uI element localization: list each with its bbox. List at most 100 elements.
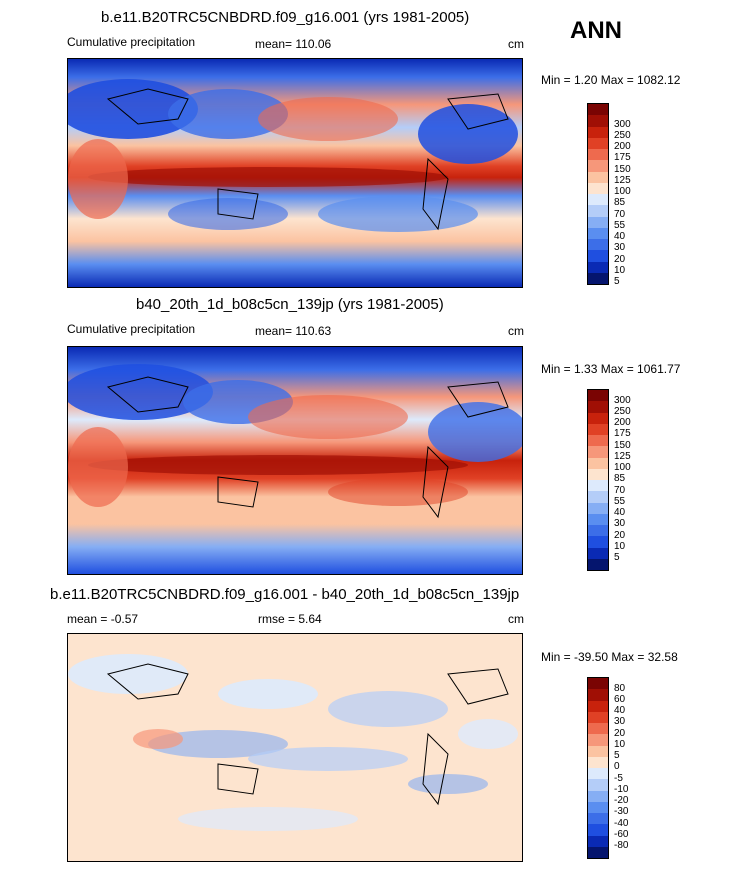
- panel2-colorbar-tick: 30: [614, 518, 626, 529]
- panel1-colorbar-tick: 250: [614, 130, 631, 141]
- panel3-colorbar-tick: -60: [614, 829, 629, 840]
- panel1-colorbar: [587, 103, 609, 285]
- panel2-colorbar-segment: [588, 468, 608, 480]
- panel1-colorbar-tick: 300: [614, 119, 631, 130]
- panel3-colorbar-segment: [588, 700, 608, 712]
- panel3-colorbar-segment: [588, 813, 608, 825]
- panel3-colorbar-tick: 60: [614, 694, 626, 705]
- panel1-colorbar-segment: [588, 171, 608, 183]
- panel1-colorbar-segment: [588, 216, 608, 228]
- panel2-mean-label: mean= 110.63: [255, 324, 332, 338]
- panel2-colorbar-segment: [588, 435, 608, 447]
- panel2-colorbar-segment: [588, 547, 608, 559]
- panel3-colorbar-segment: [588, 734, 608, 746]
- panel1-colorbar-tick: 55: [614, 220, 626, 231]
- panel2-colorbar-segment: [588, 401, 608, 413]
- panel1-colorbar-segment: [588, 194, 608, 206]
- panel3-colorbar-segment: [588, 824, 608, 836]
- panel2-colorbar-segment: [588, 457, 608, 469]
- panel2-colorbar-segment: [588, 513, 608, 525]
- panel1-colorbar-tick: 100: [614, 186, 631, 197]
- panel2-colorbar-segment: [588, 423, 608, 435]
- panel3-colorbar-tick: -10: [614, 784, 629, 795]
- panel3-colorbar-segment: [588, 835, 608, 847]
- panel2-colorbar-segment: [588, 390, 608, 402]
- panel2-colorbar-tick: 150: [614, 440, 631, 451]
- panel3-colorbar-segment: [588, 846, 608, 858]
- panel2-colorbar-segment: [588, 536, 608, 548]
- panel1-colorbar-segment: [588, 160, 608, 172]
- panel1-colorbar-tick: 10: [614, 265, 626, 276]
- panel1-colorbar-segment: [588, 227, 608, 239]
- panel2-colorbar-tick: 70: [614, 485, 626, 496]
- panel1-units-label: cm: [508, 37, 524, 51]
- panel3-colorbar-segment: [588, 711, 608, 723]
- panel2-colorbar-segment: [588, 558, 608, 570]
- panel3-colorbar-tick: -80: [614, 840, 629, 851]
- panel2-colorbar-segment: [588, 525, 608, 537]
- panel3-title: b.e11.B20TRC5CNBDRD.f09_g16.001 - b40_20…: [50, 586, 520, 603]
- panel1-minmax-label: Min = 1.20 Max = 1082.12: [541, 73, 681, 87]
- panel1-colorbar-tick: 20: [614, 254, 626, 265]
- panel2-colorbar-tick: 20: [614, 530, 626, 541]
- panel1-colorbar-segment: [588, 115, 608, 127]
- panel2-colorbar-segment: [588, 446, 608, 458]
- panel1-colorbar-segment: [588, 104, 608, 116]
- panel3-colorbar-segment: [588, 756, 608, 768]
- panel1-colorbar-tick: 70: [614, 209, 626, 220]
- panel2-colorbar-tick: 250: [614, 406, 631, 417]
- panel3-minmax-label: Min = -39.50 Max = 32.58: [541, 650, 678, 664]
- panel2-colorbar-tick: 100: [614, 462, 631, 473]
- panel1-colorbar-segment: [588, 137, 608, 149]
- panel2-colorbar: [587, 389, 609, 571]
- panel1-colorbar-tick: 85: [614, 197, 626, 208]
- panel3-colorbar-segment: [588, 790, 608, 802]
- panel1-colorbar-segment: [588, 250, 608, 262]
- panel1-map: [67, 58, 523, 288]
- panel3-colorbar-tick: -20: [614, 795, 629, 806]
- panel2-units-label: cm: [508, 324, 524, 338]
- panel2-map: [67, 346, 523, 575]
- panel1-variable-label: Cumulative precipitation: [67, 35, 196, 49]
- panel1-colorbar-segment: [588, 182, 608, 194]
- panel1-mean-label: mean= 110.06: [255, 37, 332, 51]
- panel3-units-label: cm: [508, 612, 524, 626]
- panel3-colorbar-tick: 0: [614, 761, 620, 772]
- panel3-colorbar-segment: [588, 678, 608, 690]
- panel1-colorbar-segment: [588, 261, 608, 273]
- panel2-colorbar-tick: 85: [614, 473, 626, 484]
- panel1-colorbar-segment: [588, 126, 608, 138]
- panel3-colorbar-tick: 30: [614, 716, 626, 727]
- panel1-colorbar-segment: [588, 205, 608, 217]
- panel3-colorbar-tick: -40: [614, 818, 629, 829]
- panel3-colorbar-segment: [588, 768, 608, 780]
- panel3-rmse-label: rmse = 5.64: [258, 612, 322, 626]
- panel2-colorbar-segment: [588, 480, 608, 492]
- panel1-title: b.e11.B20TRC5CNBDRD.f09_g16.001 (yrs 198…: [101, 9, 470, 26]
- panel2-colorbar-tick: 55: [614, 496, 626, 507]
- panel2-colorbar-tick: 40: [614, 507, 626, 518]
- panel3-colorbar-tick: -30: [614, 806, 629, 817]
- panel1-colorbar-tick: 125: [614, 175, 631, 186]
- panel3-colorbar-tick: 40: [614, 705, 626, 716]
- panel3-colorbar-tick: 20: [614, 728, 626, 739]
- panel2-variable-label: Cumulative precipitation: [67, 322, 196, 336]
- panel1-colorbar-tick: 200: [614, 141, 631, 152]
- panel3-colorbar-segment: [588, 723, 608, 735]
- panel2-colorbar-segment: [588, 502, 608, 514]
- panel3-colorbar-tick: 10: [614, 739, 626, 750]
- panel2-colorbar-tick: 300: [614, 395, 631, 406]
- panel2-colorbar-tick: 200: [614, 417, 631, 428]
- panel3-colorbar-segment: [588, 745, 608, 757]
- panel2-colorbar-segment: [588, 412, 608, 424]
- panel1-colorbar-segment: [588, 272, 608, 284]
- panel1-colorbar-tick: 150: [614, 164, 631, 175]
- panel3-colorbar-segment: [588, 801, 608, 813]
- panel3-map: [67, 633, 523, 862]
- panel2-colorbar-segment: [588, 491, 608, 503]
- panel3-mean-label: mean = -0.57: [67, 612, 139, 626]
- panel1-colorbar-segment: [588, 149, 608, 161]
- panel1-colorbar-tick: 5: [614, 276, 620, 287]
- panel1-colorbar-tick: 30: [614, 242, 626, 253]
- panel3-colorbar-segment: [588, 689, 608, 701]
